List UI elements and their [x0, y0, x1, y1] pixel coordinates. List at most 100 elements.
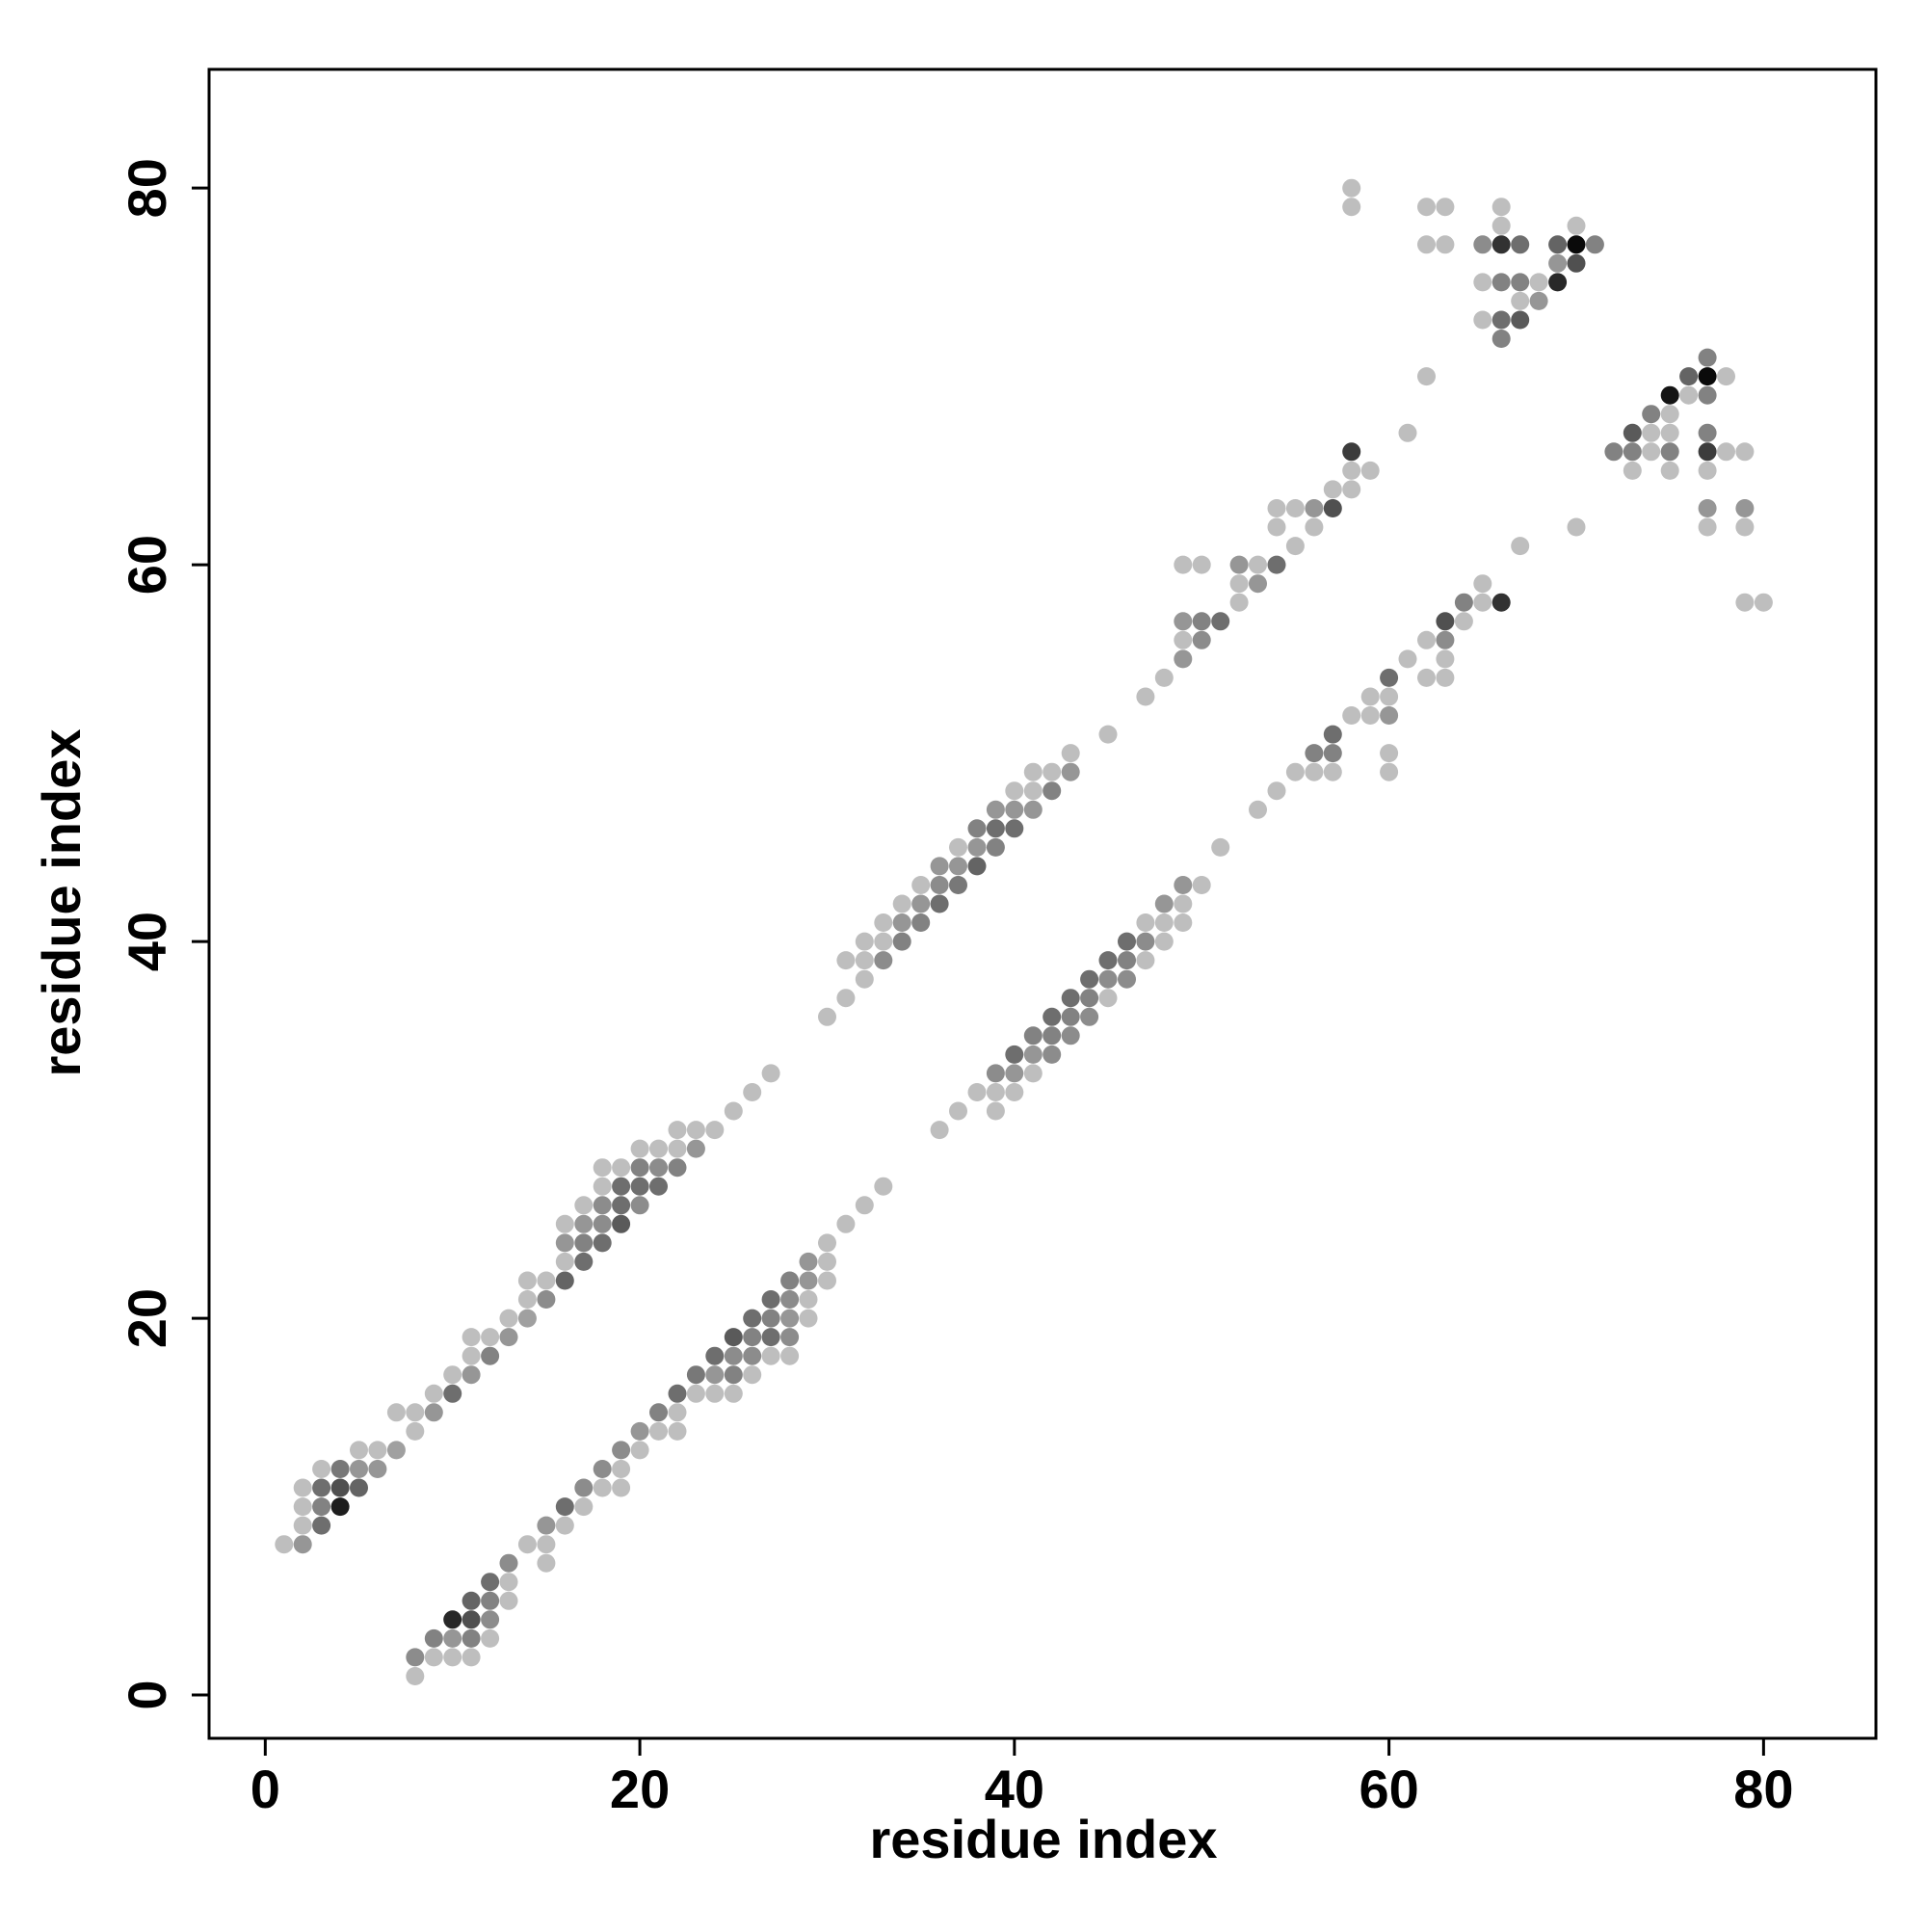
data-point	[1323, 480, 1342, 499]
data-point	[1491, 593, 1511, 612]
data-point	[1491, 330, 1511, 348]
data-point	[1098, 989, 1118, 1008]
data-point	[537, 1290, 556, 1309]
data-point	[1023, 1026, 1043, 1045]
data-point	[1323, 725, 1342, 744]
data-point	[1436, 235, 1455, 254]
data-point	[1454, 612, 1473, 631]
data-point	[649, 1403, 668, 1422]
data-point	[1043, 1045, 1062, 1064]
data-point	[612, 1158, 631, 1178]
data-point	[1342, 178, 1361, 198]
data-point	[818, 1252, 836, 1271]
data-point	[1098, 969, 1118, 989]
data-point	[1380, 706, 1399, 725]
y-axis: 0 20 40 60 80	[117, 158, 209, 1710]
data-point	[593, 1214, 612, 1233]
data-point	[1023, 781, 1043, 801]
data-point	[1529, 291, 1548, 310]
data-point	[443, 1384, 462, 1403]
data-point	[743, 1365, 762, 1385]
data-point	[1548, 235, 1568, 254]
data-point	[1342, 461, 1361, 480]
data-point	[1642, 423, 1661, 442]
data-point	[1005, 1064, 1024, 1083]
data-point	[1623, 461, 1642, 480]
x-axis: 0 20 40 60 80	[251, 1738, 1794, 1819]
data-point	[874, 932, 893, 951]
data-point	[1511, 537, 1530, 556]
data-point	[1623, 442, 1642, 462]
plot-frame	[207, 67, 1878, 1740]
data-point	[1023, 762, 1043, 781]
data-point	[1061, 1007, 1080, 1026]
data-point	[1698, 499, 1717, 517]
data-point	[1473, 310, 1492, 330]
data-point	[836, 989, 856, 1008]
data-point	[743, 1346, 762, 1365]
data-point	[724, 1328, 743, 1347]
data-point	[612, 1441, 631, 1460]
data-point	[874, 1177, 893, 1196]
data-point	[1136, 913, 1155, 932]
data-point	[1323, 499, 1342, 517]
data-point	[1660, 423, 1679, 442]
x-axis-label: residue index	[869, 1809, 1217, 1869]
data-point	[1005, 1083, 1024, 1101]
data-point	[1511, 235, 1530, 254]
data-point	[705, 1121, 725, 1140]
data-point	[1342, 480, 1361, 499]
data-point	[574, 1252, 594, 1271]
data-point	[537, 1553, 556, 1573]
data-point	[1174, 913, 1193, 932]
data-point	[1229, 574, 1249, 594]
data-point	[780, 1328, 800, 1347]
data-point	[537, 1535, 556, 1554]
y-tick-label: 60	[117, 535, 177, 595]
data-point	[1436, 630, 1455, 649]
data-point	[443, 1610, 462, 1629]
data-point	[668, 1421, 687, 1441]
data-point	[630, 1177, 649, 1196]
data-point	[1417, 668, 1436, 687]
data-point	[1174, 876, 1193, 894]
data-point	[1660, 461, 1679, 480]
data-point	[462, 1648, 481, 1667]
data-point	[1305, 744, 1324, 763]
data-point	[799, 1309, 818, 1328]
data-point	[892, 894, 911, 913]
data-point	[780, 1309, 800, 1328]
data-point	[1098, 725, 1118, 744]
data-point	[1417, 367, 1436, 386]
data-point	[1192, 612, 1211, 631]
data-point	[1511, 273, 1530, 292]
data-point	[1118, 951, 1136, 970]
data-point	[1717, 367, 1735, 386]
data-point	[1174, 649, 1193, 669]
data-point	[1436, 198, 1455, 217]
data-point	[649, 1177, 668, 1196]
data-point	[724, 1365, 743, 1385]
data-point	[1436, 612, 1455, 631]
data-point	[1398, 649, 1417, 669]
data-point	[1398, 423, 1417, 442]
data-point	[462, 1628, 481, 1648]
data-point	[386, 1441, 406, 1460]
data-point	[855, 969, 874, 989]
data-point	[1698, 367, 1717, 386]
data-point	[986, 1101, 1005, 1121]
data-point	[1380, 744, 1399, 763]
data-point	[462, 1346, 481, 1365]
data-point	[705, 1365, 725, 1385]
data-point	[1567, 517, 1586, 537]
data-point	[949, 876, 967, 894]
data-point	[1735, 593, 1755, 612]
data-point	[649, 1421, 668, 1441]
data-point	[555, 1214, 574, 1233]
data-point	[1567, 235, 1586, 254]
data-point	[761, 1309, 780, 1328]
data-point	[930, 1121, 949, 1140]
data-point	[1192, 630, 1211, 649]
data-point	[499, 1309, 518, 1328]
